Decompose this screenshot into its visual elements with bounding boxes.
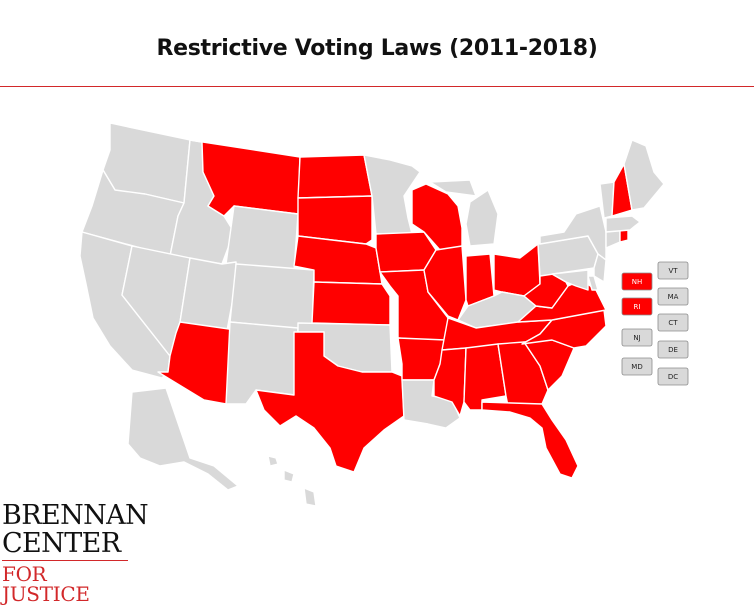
state-ma xyxy=(605,215,641,233)
state-il xyxy=(423,245,467,321)
state-box-label: MD xyxy=(631,363,642,371)
state-nd xyxy=(297,154,373,199)
logo-line-3: FOR JUSTICE xyxy=(2,562,90,606)
state-box-nj: NJ xyxy=(621,328,653,347)
state-ct xyxy=(605,229,621,249)
logo-divider xyxy=(2,560,128,561)
state-box-label: NJ xyxy=(633,334,640,342)
logo-line-2: CENTER xyxy=(2,528,121,559)
state-box-rect xyxy=(657,287,689,306)
state-mi xyxy=(429,179,499,247)
state-hi xyxy=(267,455,317,507)
state-box-md: MD xyxy=(621,357,653,376)
state-ks xyxy=(311,281,391,326)
state-sd xyxy=(297,195,373,245)
state-box-de: DE xyxy=(657,340,689,359)
state-box-rect xyxy=(621,328,653,347)
state-box-rect xyxy=(657,313,689,332)
state-box-rect xyxy=(621,297,653,316)
state-box-rect xyxy=(621,357,653,376)
state-de xyxy=(587,275,599,291)
state-box-dc: DC xyxy=(657,367,689,386)
state-co xyxy=(229,263,315,331)
small-state-boxes: NH RI NJ MD VT MA CT DE DC xyxy=(621,261,689,386)
state-box-vt: VT xyxy=(657,261,689,280)
state-box-nh: NH xyxy=(621,272,653,291)
state-box-rect xyxy=(657,367,689,386)
state-fl xyxy=(481,401,579,479)
state-nc xyxy=(521,309,607,349)
state-md xyxy=(551,269,589,291)
state-mn xyxy=(363,154,421,235)
map-title: Restrictive Voting Laws (2011-2018) xyxy=(156,36,598,61)
state-oh xyxy=(493,243,541,297)
state-tx xyxy=(255,331,405,473)
state-box-ma: MA xyxy=(657,287,689,306)
state-box-label: DE xyxy=(668,346,678,354)
state-me xyxy=(623,139,665,211)
state-box-rect xyxy=(621,272,653,291)
title-divider xyxy=(0,86,754,87)
state-wy xyxy=(225,205,299,272)
state-box-label: RI xyxy=(634,303,641,311)
state-nj xyxy=(593,253,607,283)
state-box-label: CT xyxy=(668,319,678,327)
brennan-center-logo: BRENNAN CENTER FOR JUSTICE xyxy=(2,500,149,606)
state-wi xyxy=(411,183,463,251)
states-layer xyxy=(79,122,665,507)
state-box-label: DC xyxy=(668,373,678,381)
state-box-rect xyxy=(657,340,689,359)
state-box-rect xyxy=(657,261,689,280)
state-box-label: VT xyxy=(668,267,678,275)
state-box-label: MA xyxy=(668,293,679,301)
state-box-ri: RI xyxy=(621,297,653,316)
state-ak xyxy=(127,387,239,491)
state-box-ct: CT xyxy=(657,313,689,332)
state-box-label: NH xyxy=(632,278,643,286)
logo-line-1: BRENNAN xyxy=(2,500,149,531)
